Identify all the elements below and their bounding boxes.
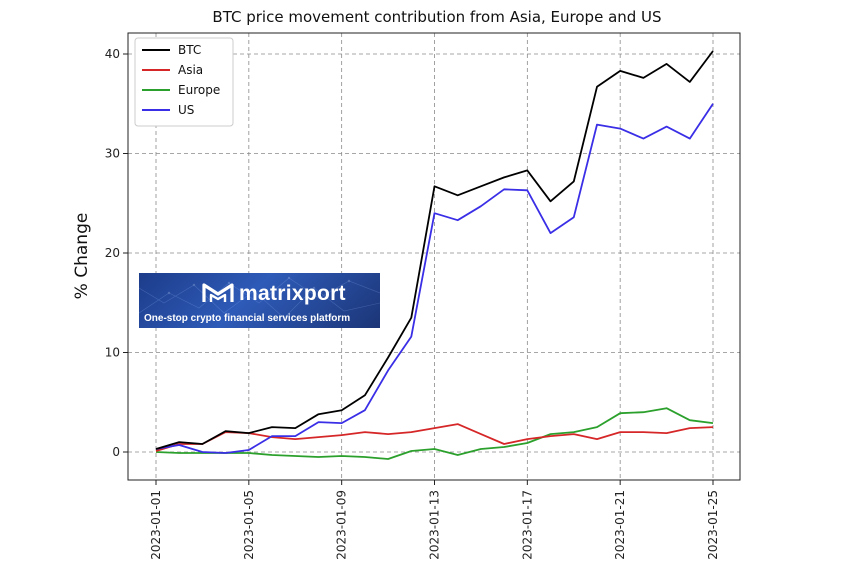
x-tick-label: 2023-01-21 (613, 490, 627, 560)
legend-label-btc: BTC (178, 43, 201, 57)
x-tick-label: 2023-01-05 (242, 490, 256, 560)
x-tick-label: 2023-01-09 (335, 490, 349, 560)
x-tick-label: 2023-01-25 (706, 490, 720, 560)
y-tick-label: 30 (105, 147, 120, 161)
legend-label-us: US (178, 103, 194, 117)
x-tick-label: 2023-01-01 (149, 490, 163, 560)
y-axis: 0 10 20 30 40 (105, 47, 128, 459)
series-line-us (155, 103, 714, 454)
x-tick-label: 2023-01-13 (428, 490, 442, 560)
legend-label-asia: Asia (178, 63, 203, 77)
chart-title: BTC price movement contribution from Asi… (212, 8, 661, 26)
legend: BTC Asia Europe US (134, 37, 234, 127)
matrixport-logo-icon (202, 283, 234, 302)
series-line-europe (155, 407, 714, 460)
y-tick-label: 0 (112, 445, 120, 459)
x-tick-label: 2023-01-17 (520, 490, 534, 560)
watermark-tagline: One-stop crypto financial services platf… (144, 313, 351, 324)
y-axis-label: % Change (72, 213, 92, 300)
legend-box (134, 37, 234, 127)
series (155, 50, 714, 460)
matrixport-watermark: matrixport One-stop crypto financial ser… (139, 273, 380, 328)
x-axis: 2023-01-01 2023-01-05 2023-01-09 2023-01-13… (149, 480, 720, 560)
network-pattern (139, 276, 380, 319)
y-tick-label: 10 (105, 346, 120, 360)
watermark-brand: matrixport (239, 282, 346, 305)
y-tick-label: 20 (105, 246, 120, 260)
series-line-btc (155, 50, 714, 450)
y-tick-label: 40 (105, 47, 120, 61)
legend-label-europe: Europe (178, 83, 220, 97)
